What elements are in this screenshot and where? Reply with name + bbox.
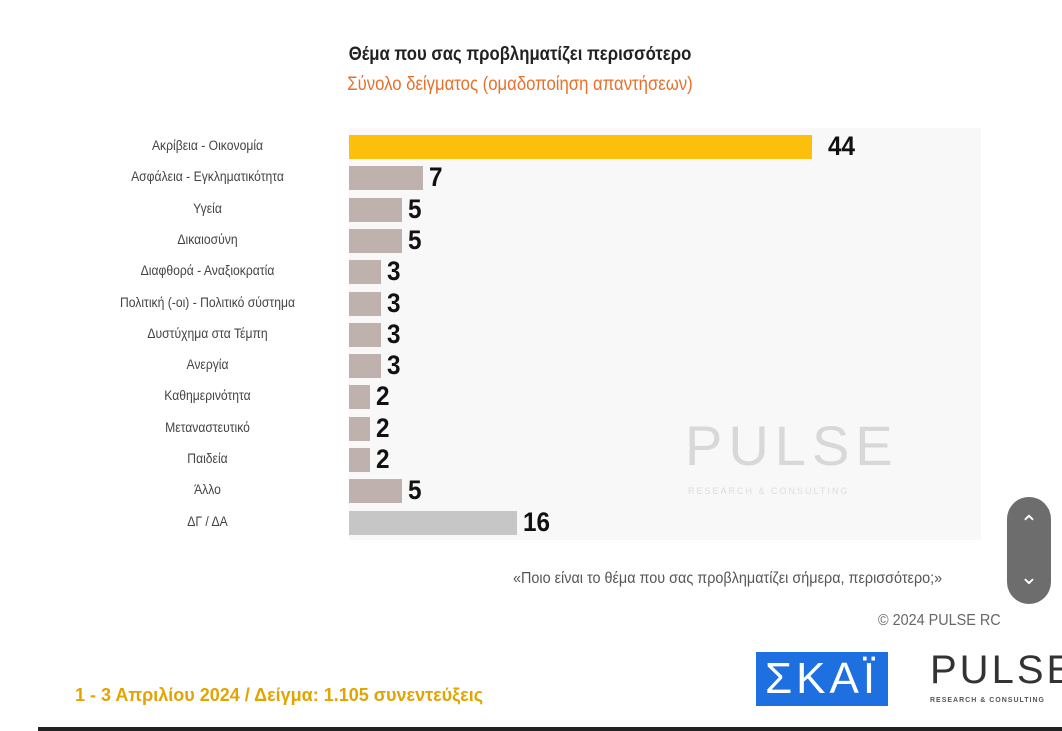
chevron-down-icon[interactable]: ⌄ xyxy=(1019,564,1039,589)
category-label: Διαφθορά - Αναξιοκρατία xyxy=(140,263,275,279)
data-label: 3 xyxy=(386,287,401,318)
pulse-logo-sub: RESEARCH & CONSULTING xyxy=(930,697,1045,704)
data-label: 5 xyxy=(407,475,422,506)
bar xyxy=(349,291,381,316)
category-label: Καθημερινότητα xyxy=(164,388,251,404)
category-label: Δικαιοσύνη xyxy=(177,231,238,247)
pulse-logo: PULSE xyxy=(930,648,1062,692)
plot-background xyxy=(349,128,981,540)
chart-title: Θέμα που σας προβληματίζει περισσότερο xyxy=(348,44,692,65)
skai-logo: ΣΚΑΪ xyxy=(756,652,888,706)
data-label: 3 xyxy=(386,256,401,287)
data-label: 5 xyxy=(407,193,422,224)
bar xyxy=(349,322,381,347)
bar xyxy=(349,510,518,535)
category-label: Ανεργία xyxy=(186,357,229,373)
data-label: 2 xyxy=(376,412,390,443)
watermark: PULSE xyxy=(685,414,899,477)
data-label: 16 xyxy=(523,506,551,537)
bar xyxy=(349,416,371,441)
chart-subtitle: Σύνολο δείγματος (ομαδοποίηση απαντήσεων… xyxy=(347,74,693,95)
data-label: 2 xyxy=(376,444,390,474)
footer-date-sample: 1 - 3 Απριλίου 2024 / Δείγμα: 1.105 συνε… xyxy=(75,685,484,705)
bar xyxy=(349,385,371,410)
category-label: Άλλο xyxy=(194,482,221,498)
category-label: Ακρίβεια - Οικονομία xyxy=(151,138,264,153)
bar xyxy=(349,479,402,504)
category-label: Υγεία xyxy=(193,200,222,216)
copyright: © 2024 PULSE RC xyxy=(878,612,1001,629)
bar xyxy=(349,228,402,253)
bar xyxy=(349,354,381,379)
bar xyxy=(349,197,402,222)
question-text: «Ποιο είναι το θέμα που σας προβληματίζε… xyxy=(513,570,943,587)
category-label: ΔΓ / ΔΑ xyxy=(187,513,228,529)
bar xyxy=(349,166,423,191)
bottom-border xyxy=(38,727,1062,731)
data-label: 7 xyxy=(428,162,443,193)
bar xyxy=(349,260,381,285)
bar xyxy=(349,448,371,472)
data-label: 3 xyxy=(386,318,401,349)
bar xyxy=(349,135,812,159)
data-label: 3 xyxy=(386,350,401,381)
watermark-sub: RESEARCH & CONSULTING xyxy=(688,486,850,496)
category-label: Πολιτική (-οι) - Πολιτικό σύστημα xyxy=(119,294,296,310)
data-label: 2 xyxy=(376,381,390,412)
bar-chart: PULSE RESEARCH & CONSULTING Ακρίβεια - Ο… xyxy=(90,128,990,548)
scroll-control[interactable]: ⌃ ⌄ xyxy=(1007,497,1051,604)
data-label: 5 xyxy=(407,224,422,255)
chevron-up-icon[interactable]: ⌃ xyxy=(1019,511,1039,536)
category-label: Δυστύχημα στα Τέμπη xyxy=(147,325,268,341)
category-label: Παιδεία xyxy=(187,451,228,466)
data-label: 44 xyxy=(827,131,855,161)
category-label: Ασφάλεια - Εγκληματικότητα xyxy=(131,169,284,185)
category-label: Μεταναστευτικό xyxy=(165,419,250,435)
